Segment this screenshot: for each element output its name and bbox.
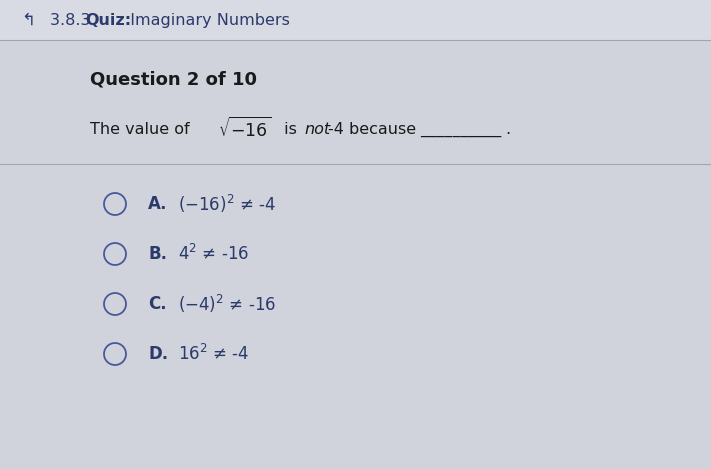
- Text: $(-16)^2$ ≠ -4: $(-16)^2$ ≠ -4: [178, 193, 276, 215]
- Bar: [0, 0, 711, 40]
- Text: __________: __________: [420, 121, 501, 136]
- Text: Quiz:: Quiz:: [85, 13, 131, 28]
- Text: not: not: [304, 121, 330, 136]
- Text: is: is: [279, 121, 302, 136]
- Text: .: .: [505, 121, 510, 136]
- Text: $(-4)^2$ ≠ -16: $(-4)^2$ ≠ -16: [178, 293, 276, 315]
- Text: Question 2 of 10: Question 2 of 10: [90, 70, 257, 88]
- Text: $16^2$ ≠ -4: $16^2$ ≠ -4: [178, 344, 250, 364]
- Text: A.: A.: [148, 195, 168, 213]
- Text: 3.8.3: 3.8.3: [50, 13, 101, 28]
- Text: $4^2$ ≠ -16: $4^2$ ≠ -16: [178, 244, 249, 264]
- Text: $\sqrt{-16}$: $\sqrt{-16}$: [218, 117, 271, 141]
- Text: The value of: The value of: [90, 121, 195, 136]
- Text: -4 because: -4 because: [328, 121, 416, 136]
- Text: C.: C.: [148, 295, 166, 313]
- Text: Imaginary Numbers: Imaginary Numbers: [120, 13, 290, 28]
- Text: B.: B.: [148, 245, 167, 263]
- Text: ↰: ↰: [21, 11, 35, 29]
- Text: D.: D.: [148, 345, 168, 363]
